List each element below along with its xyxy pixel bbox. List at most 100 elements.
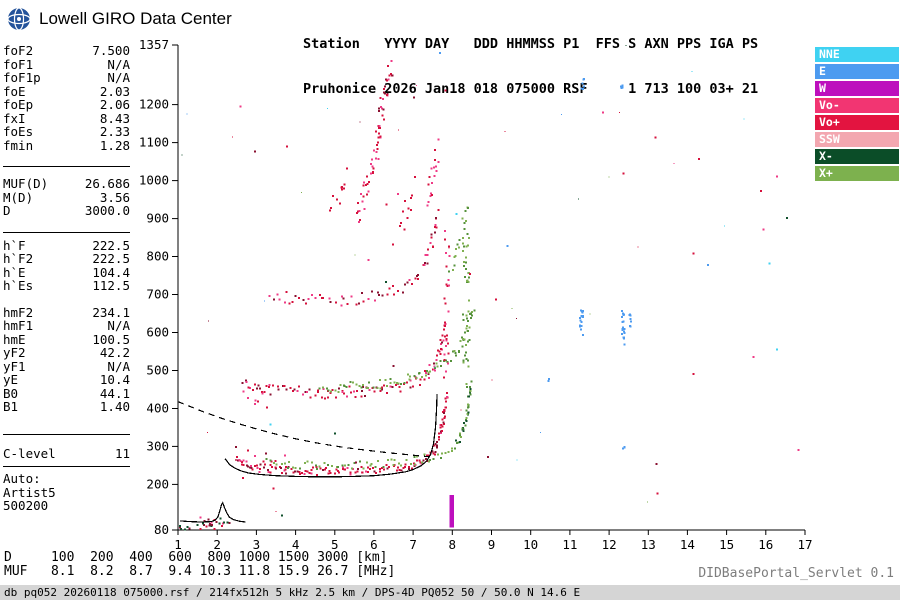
svg-text:7: 7 [409,537,417,552]
param-label: h`F2 [3,251,34,266]
param-value: 2.33 [99,124,130,139]
svg-text:12: 12 [602,537,617,552]
param-label: foF2 [3,43,34,58]
svg-text:200: 200 [146,476,169,491]
param-value: 112.5 [92,278,130,293]
legend-item-vo: Vo+ [815,115,899,130]
param-row-foEs: foEs 2.33 [3,125,130,139]
param-row-yF1: yF1 N/A [3,359,130,374]
param-row-foF1: foF1 N/A [3,56,130,72]
svg-text:6: 6 [370,537,378,552]
param-label: hmF1 [3,318,34,333]
param-label: h`Es [3,278,34,293]
param-row-h`E: h`E 104.4 [3,265,130,280]
svg-text:10: 10 [523,537,538,552]
svg-text:16: 16 [758,537,773,552]
param-row-hmE: hmE 100.5 [3,331,130,347]
svg-text:8: 8 [449,537,457,552]
distance-row: D 100 200 400 600 800 1000 1500 3000 [km… [4,550,388,565]
svg-text:700: 700 [146,287,169,302]
param-row-MUF(D): MUF(D) 26.686 [3,177,130,191]
param-row-foF2: foF2 7.500 [3,44,130,58]
param-row-hmF1: hmF1 N/A [3,319,130,333]
param-label: C-level [3,445,56,461]
svg-text:2: 2 [213,537,221,552]
param-value: 1.28 [99,137,130,153]
svg-text:1: 1 [174,537,182,552]
svg-text:1000: 1000 [140,173,169,188]
site-title: Lowell GIRO Data Center [39,9,232,28]
param-label: fmin [3,137,34,153]
param-row-h`F: h`F 222.5 [3,237,130,253]
svg-text:1357: 1357 [140,40,169,52]
svg-text:1100: 1100 [140,135,169,150]
param-label: yF2 [3,345,26,360]
param-row-yF2: yF2 42.2 [3,346,130,360]
giro-logo-icon [7,7,31,31]
svg-text:300: 300 [146,438,169,453]
param-label: foF1 [3,56,34,72]
param-value: 2.03 [99,83,130,99]
param-row-fmin: fmin 1.28 [3,137,130,153]
status-text: db pq052 20260118 075000.rsf / 214fx512h… [4,586,581,599]
auto-line: Artist5 [3,484,56,500]
echo-type-legend: NNE E W Vo- Vo+ SSW X- X+ [815,47,899,183]
servlet-version: DIDBasePortal_Servlet 0.1 [698,566,894,581]
param-value: 2.06 [99,97,130,112]
param-value: 7.500 [92,43,130,58]
legend-item-ssw: SSW [815,132,899,147]
legend-item-w: W [815,81,899,96]
auto-line: Auto: [3,471,41,486]
svg-text:9: 9 [488,537,496,552]
param-group: MUF(D) 26.686 M(D) 3.56 D 3000.0 [3,166,130,218]
param-value: 1.40 [99,399,130,414]
param-value: 100.5 [92,331,130,347]
param-label: M(D) [3,189,34,205]
param-group: h`F 222.5 h`F2 222.5 h`E 104.4 h`Es 112.5 [3,231,130,293]
param-label: D [3,203,11,218]
param-value: 222.5 [92,237,130,253]
param-value: N/A [107,70,130,85]
svg-text:14: 14 [680,537,695,552]
param-value: 42.2 [99,345,130,360]
svg-text:600: 600 [146,325,169,340]
param-label: hmE [3,331,26,347]
svg-text:5: 5 [331,537,339,552]
svg-text:3: 3 [253,537,261,552]
param-label: foE [3,83,26,99]
param-row-foF1p: foF1p N/A [3,71,130,85]
muf-row: MUF 8.1 8.2 8.7 9.4 10.3 11.8 15.9 26.7 … [4,564,396,579]
param-value: 3.56 [99,189,130,205]
legend-item-nne: NNE [815,47,899,62]
station-header: Station YYYY DAY DDD HHMMSS P1 FFS S AXN… [303,7,758,127]
param-value: 3000.0 [84,203,130,218]
param-label: hmF2 [3,304,34,320]
param-label: h`F [3,237,26,253]
param-label: fxI [3,110,26,126]
svg-text:80: 80 [154,522,169,537]
param-value: 8.43 [99,110,130,126]
param-label: B1 [3,399,19,414]
svg-text:1200: 1200 [140,97,169,112]
param-value: N/A [107,56,130,72]
param-row-h`F2: h`F2 222.5 [3,252,130,266]
param-row-B0: B0 44.1 [3,386,130,401]
station-header-columns: Station YYYY DAY DDD HHMMSS P1 FFS S AXN… [303,36,759,52]
param-label: MUF(D) [3,176,49,191]
param-label: foEp [3,97,34,112]
param-value: 26.686 [84,176,130,191]
param-label: yE [3,372,19,387]
param-row-foE: foE 2.03 [3,83,130,99]
station-header-values: Pruhonice 2026 Jan18 018 075000 RSF 1 71… [303,81,759,97]
param-row-h`Es: h`Es 112.5 [3,279,130,293]
param-label: foF1p [3,70,41,85]
giro-logo: Lowell GIRO Data Center [6,6,232,32]
param-group: hmF2 234.1 hmF1 N/A hmE 100.5 yF2 42.2 yF1 N/A yE 1… [3,304,130,414]
svg-text:11: 11 [562,537,577,552]
param-label: foEs [3,124,34,139]
param-value: N/A [107,318,130,333]
svg-text:17: 17 [797,537,812,552]
svg-text:500: 500 [146,363,169,378]
svg-text:4: 4 [292,537,300,552]
